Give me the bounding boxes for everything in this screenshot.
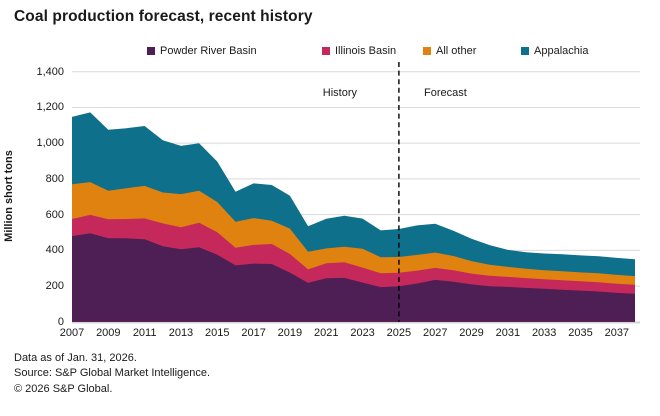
- x-tick-label: 2013: [168, 327, 194, 339]
- y-tick-label: 400: [45, 244, 64, 257]
- x-tick-label: 2007: [59, 327, 85, 339]
- footer-source: Source: S&P Global Market Intelligence.: [14, 367, 211, 380]
- legend-label-illinois-basin: Illinois Basin: [335, 45, 397, 57]
- y-tick-label: 1,000: [36, 137, 64, 150]
- y-tick-label: 800: [45, 172, 64, 185]
- x-tick-label: 2025: [386, 327, 412, 339]
- y-tick-label: 200: [45, 280, 64, 293]
- x-tick-label: 2011: [132, 327, 157, 339]
- x-tick-label: 2027: [422, 327, 448, 339]
- legend-swatch-all-other-icon: [423, 47, 431, 55]
- x-tick-label: 2019: [277, 327, 303, 339]
- legend-label-appalachia: Appalachia: [534, 45, 589, 57]
- footer-data-as-of: Data as of Jan. 31, 2026.: [14, 352, 137, 364]
- x-tick-label: 2021: [314, 327, 339, 339]
- legend-item-powder-river-basin: Powder River Basin: [147, 45, 257, 57]
- legend-label-powder-river-basin: Powder River Basin: [160, 45, 257, 57]
- y-tick-label: 600: [45, 208, 64, 221]
- footer-copyright: © 2026 S&P Global.: [14, 382, 113, 395]
- x-tick-label: 2035: [568, 327, 593, 339]
- y-tick-label: 0: [57, 315, 64, 328]
- y-tick-label: 1,200: [36, 101, 64, 114]
- x-tick-label: 2015: [205, 327, 230, 339]
- x-tick-label: 2037: [604, 327, 630, 339]
- legend-swatch-powder-river-basin-icon: [147, 47, 155, 55]
- y-tick-label: 1,400: [36, 65, 64, 78]
- x-tick-label: 2029: [459, 327, 484, 339]
- x-tick-label: 2023: [350, 327, 375, 339]
- footer: Data as of Jan. 31, 2026. Source: S&P Gl…: [14, 351, 210, 397]
- forecast-annotation: Forecast: [424, 87, 467, 99]
- x-tick-label: 2033: [531, 327, 557, 339]
- x-tick-label: 2009: [96, 327, 121, 339]
- chart-title: Coal production forecast, recent history: [14, 8, 313, 25]
- legend-item-illinois-basin: Illinois Basin: [322, 45, 396, 57]
- legend-item-appalachia: Appalachia: [521, 45, 588, 57]
- legend-item-all-other: All other: [423, 45, 476, 57]
- area-powder-river-basin: [72, 233, 635, 322]
- legend-swatch-illinois-basin-icon: [322, 47, 330, 55]
- y-axis-title: Million short tons: [3, 150, 15, 242]
- legend-label-all-other: All other: [436, 45, 477, 57]
- history-annotation: History: [322, 87, 357, 99]
- legend-swatch-appalachia-icon: [521, 47, 529, 55]
- x-tick-label: 2031: [495, 327, 521, 339]
- x-tick-label: 2017: [241, 327, 266, 339]
